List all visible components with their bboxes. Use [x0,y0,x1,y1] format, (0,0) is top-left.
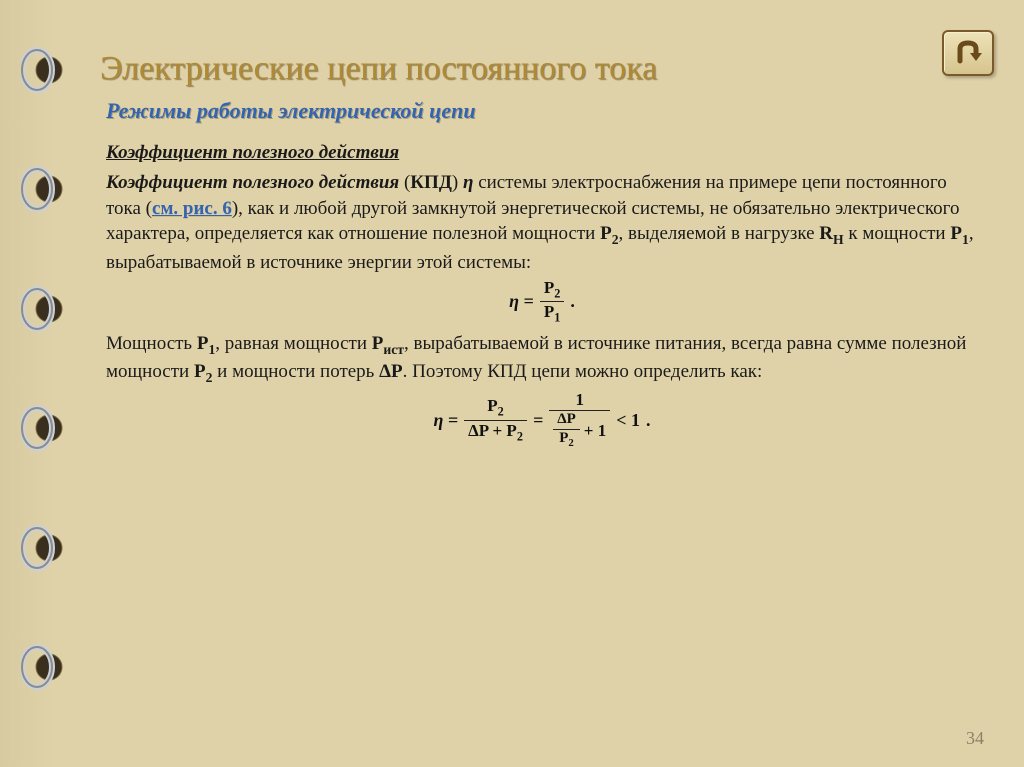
figure-link[interactable]: см. рис. 6 [152,198,232,219]
formula-1: η = P2 P1 . [100,279,984,324]
paragraph-1: Коэффициент полезного действия (КПД) η с… [106,170,984,275]
ring-hole [21,46,69,94]
spiral-binding [0,0,90,767]
ring-hole [21,524,69,572]
slide-title: Электрические цепи постоянного тока [100,50,984,88]
page-number: 34 [966,728,984,749]
paragraph-2: Мощность P1, равная мощности Pист, выраб… [106,331,984,388]
ring-hole [21,285,69,333]
formula-2: η = P2 ΔP + P2 = 1 ΔP P2 + 1 [100,391,984,449]
ring-hole [21,404,69,452]
slide-content: Электрические цепи постоянного тока Режи… [100,50,984,737]
ring-hole [21,165,69,213]
slide-subtitle: Режимы работы электрической цепи [106,98,984,124]
section-heading: Коэффициент полезного действия [106,142,984,164]
ring-hole [21,643,69,691]
